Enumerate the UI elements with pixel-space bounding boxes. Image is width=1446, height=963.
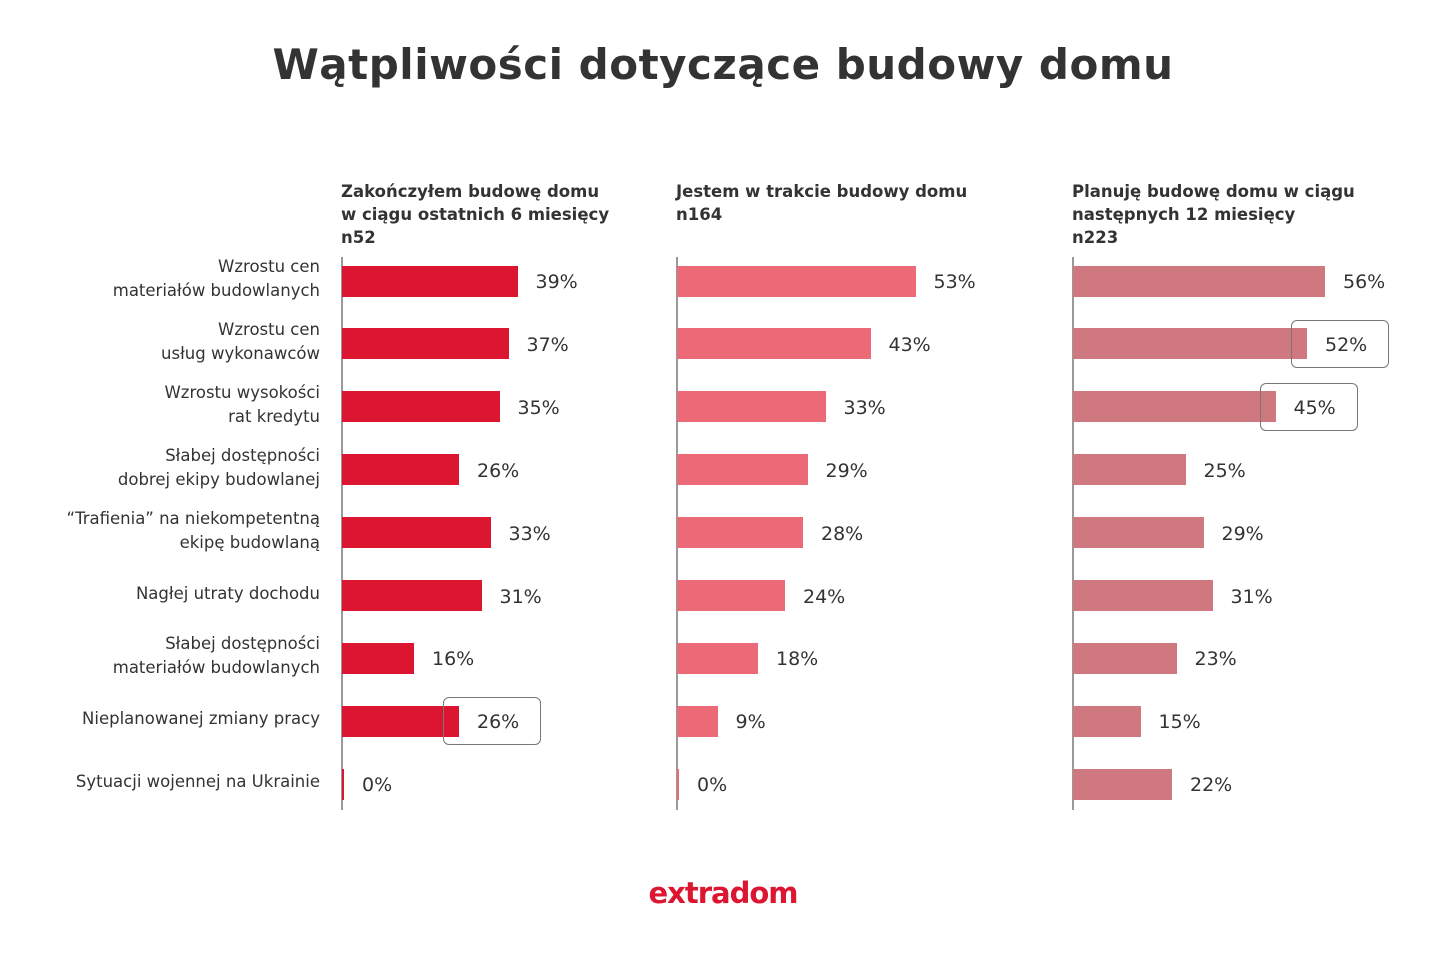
- value-label: 52%: [1325, 333, 1368, 356]
- value-label: 26%: [477, 711, 520, 734]
- bar: [342, 517, 491, 549]
- bar: [342, 328, 509, 360]
- bar: [677, 454, 808, 486]
- category-label: Wzrostu cen materiałów budowlanych: [112, 257, 320, 300]
- value-label: 45%: [1293, 396, 1336, 419]
- value-label: 22%: [1190, 774, 1233, 797]
- bar: [677, 328, 871, 360]
- value-label: 31%: [499, 585, 542, 608]
- bar: [342, 768, 344, 800]
- value-label: 56%: [1343, 271, 1386, 293]
- value-label: 33%: [843, 396, 886, 419]
- bar: [1073, 517, 1204, 549]
- value-label: 23%: [1194, 648, 1237, 671]
- value-label: 26%: [477, 459, 520, 482]
- value-label: 25%: [1203, 459, 1246, 482]
- bar: [677, 705, 718, 737]
- bar: [677, 768, 679, 800]
- bar: [677, 580, 785, 611]
- highlight-box: [443, 697, 541, 746]
- bar: [677, 265, 916, 297]
- panel-header: Jestem w trakcie budowy domu n164: [676, 182, 968, 224]
- value-label: 24%: [803, 585, 846, 608]
- highlight-box: [1259, 382, 1358, 431]
- panel-header: Zakończyłem budowę domu w ciągu ostatnic…: [341, 182, 610, 247]
- bar: [1073, 705, 1141, 737]
- chart-title: Wątpliwości dotyczące budowy domu: [272, 40, 1174, 89]
- axis-line: [341, 257, 343, 810]
- category-label: Nagłej utraty dochodu: [135, 583, 320, 603]
- value-label: 0%: [697, 774, 728, 797]
- value-label: 31%: [1230, 585, 1273, 608]
- axis-line: [1072, 257, 1074, 810]
- value-label: 28%: [821, 522, 864, 545]
- bar: [342, 705, 459, 737]
- value-label: 33%: [508, 522, 551, 545]
- category-label: Nieplanowanej zmiany pracy: [82, 709, 320, 729]
- bar: [342, 391, 500, 423]
- value-label: 39%: [535, 271, 578, 293]
- category-label: Wzrostu wysokości rat kredytu: [164, 382, 320, 426]
- bar: [342, 642, 414, 674]
- axis-line: [676, 257, 678, 810]
- value-label: 37%: [526, 333, 569, 356]
- bar: [1073, 328, 1307, 360]
- value-label: 0%: [362, 774, 393, 797]
- category-label: Słabej dostępności materiałów budowlanyc…: [112, 634, 320, 678]
- value-label: 35%: [517, 396, 560, 419]
- category-label: Słabej dostępności dobrej ekipy budowlan…: [117, 445, 320, 489]
- value-label: 18%: [776, 648, 819, 671]
- panel-header: Planuję budowę domu w ciągu następnych 1…: [1072, 182, 1355, 247]
- bar: [1073, 265, 1325, 297]
- bar: [342, 580, 482, 611]
- bar: [677, 391, 826, 423]
- bar: [1073, 454, 1186, 486]
- highlight-box: [1291, 319, 1389, 368]
- bar: [1073, 642, 1177, 674]
- value-label: 29%: [825, 459, 868, 482]
- bar: [1073, 391, 1276, 423]
- category-label: “Trafienia” na niekompetentną ekipę budo…: [66, 508, 320, 552]
- bar: [677, 642, 758, 674]
- value-label: 53%: [933, 271, 976, 293]
- bar: [1073, 580, 1213, 611]
- bar: [342, 454, 459, 486]
- category-label: Wzrostu cen usług wykonawców: [161, 319, 320, 363]
- value-label: 15%: [1158, 711, 1201, 734]
- extradom-logo: extradom: [648, 876, 798, 910]
- bar: [1073, 768, 1172, 800]
- bar: [342, 265, 518, 297]
- value-label: 9%: [735, 711, 766, 734]
- category-label: Sytuacji wojennej na Ukrainie: [75, 772, 320, 792]
- value-label: 29%: [1221, 522, 1264, 545]
- value-label: 16%: [432, 648, 475, 671]
- bar: [677, 517, 803, 549]
- value-label: 43%: [888, 333, 931, 356]
